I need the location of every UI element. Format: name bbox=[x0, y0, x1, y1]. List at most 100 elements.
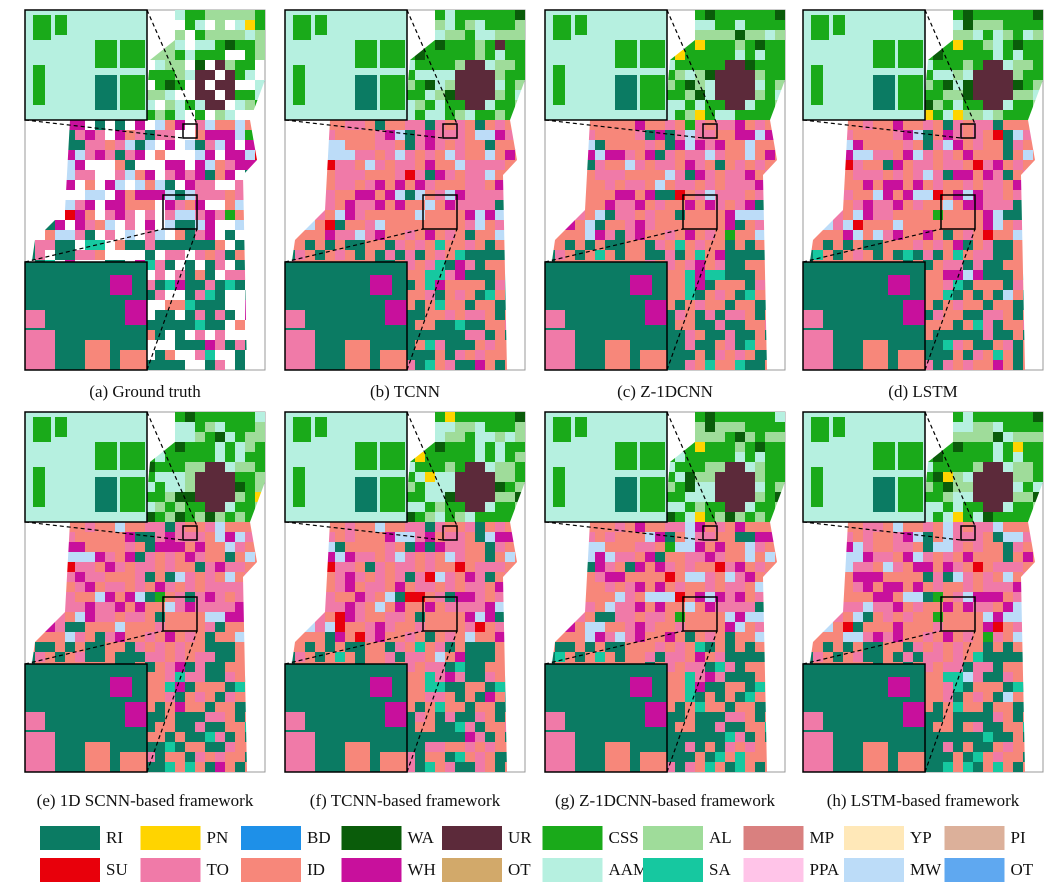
map-cell bbox=[1013, 110, 1023, 120]
map-cell bbox=[903, 190, 913, 200]
map-cell bbox=[1003, 230, 1013, 240]
map-cell bbox=[883, 140, 893, 150]
map-cell bbox=[105, 210, 115, 220]
map-cell bbox=[715, 330, 725, 340]
map-cell bbox=[245, 20, 255, 30]
map-cell bbox=[675, 360, 685, 370]
map-cell bbox=[135, 150, 145, 160]
inset-field bbox=[833, 15, 845, 35]
map-cell bbox=[735, 300, 745, 310]
map-cell bbox=[405, 632, 415, 642]
map-cell bbox=[365, 150, 375, 160]
map-cell bbox=[685, 340, 695, 350]
map-cell bbox=[145, 632, 155, 642]
map-cell bbox=[215, 50, 225, 60]
map-cell bbox=[983, 350, 993, 360]
map-cell bbox=[725, 10, 735, 20]
map-cell bbox=[165, 70, 175, 80]
map-cell bbox=[155, 492, 165, 502]
map-cell bbox=[145, 220, 155, 230]
map-cell bbox=[475, 90, 485, 100]
map-cell bbox=[475, 672, 485, 682]
map-cell bbox=[455, 502, 465, 512]
map-cell bbox=[705, 80, 715, 90]
map-cell bbox=[755, 220, 765, 230]
map-cell bbox=[893, 170, 903, 180]
map-cell bbox=[415, 150, 425, 160]
map-cell bbox=[455, 422, 465, 432]
map-cell bbox=[185, 752, 195, 762]
map-cell bbox=[345, 532, 355, 542]
map-cell bbox=[675, 230, 685, 240]
map-cell bbox=[485, 692, 495, 702]
map-cell bbox=[1013, 50, 1023, 60]
map-cell bbox=[145, 592, 155, 602]
map-cell bbox=[175, 652, 185, 662]
map-cell bbox=[195, 422, 205, 432]
map-cell bbox=[405, 532, 415, 542]
map-cell bbox=[215, 120, 225, 130]
map-cell bbox=[485, 90, 495, 100]
map-cell bbox=[595, 170, 605, 180]
map-cell bbox=[685, 300, 695, 310]
map-cell bbox=[455, 310, 465, 320]
map-cell bbox=[923, 280, 933, 290]
map-cell bbox=[745, 340, 755, 350]
map-cell bbox=[355, 230, 365, 240]
inset-field bbox=[370, 275, 392, 295]
map-cell bbox=[755, 200, 765, 210]
map-cell bbox=[983, 140, 993, 150]
map-cell bbox=[235, 260, 245, 270]
map-cell bbox=[105, 602, 115, 612]
map-cell bbox=[615, 250, 625, 260]
map-cell bbox=[485, 130, 495, 140]
map-cell bbox=[215, 300, 225, 310]
map-cell bbox=[115, 522, 125, 532]
map-cell bbox=[115, 582, 125, 592]
map-cell bbox=[185, 240, 195, 250]
map-cell bbox=[725, 150, 735, 160]
map-cell bbox=[445, 310, 455, 320]
map-cell bbox=[455, 50, 465, 60]
map-cell bbox=[695, 50, 705, 60]
map-cell bbox=[65, 210, 75, 220]
map-cell bbox=[195, 712, 205, 722]
map-cell bbox=[933, 340, 943, 350]
map-cell bbox=[695, 180, 705, 190]
map-cell bbox=[215, 60, 225, 70]
map-cell bbox=[205, 100, 215, 110]
map-cell bbox=[585, 240, 595, 250]
map-cell bbox=[455, 210, 465, 220]
map-cell bbox=[455, 712, 465, 722]
map-cell bbox=[735, 260, 745, 270]
map-cell bbox=[973, 20, 983, 30]
map-cell bbox=[665, 220, 675, 230]
map-cell bbox=[963, 70, 973, 80]
map-cell bbox=[1023, 140, 1033, 150]
map-cell bbox=[983, 210, 993, 220]
map-cell bbox=[235, 722, 245, 732]
map-cell bbox=[415, 592, 425, 602]
map-cell bbox=[405, 522, 415, 532]
map-cell bbox=[465, 250, 475, 260]
map-cell bbox=[445, 60, 455, 70]
map-cell bbox=[245, 130, 255, 140]
map-cell bbox=[515, 50, 525, 60]
map-cell bbox=[475, 712, 485, 722]
map-cell bbox=[495, 512, 505, 522]
map-cell bbox=[155, 452, 165, 462]
map-cell bbox=[415, 340, 425, 350]
map-cell bbox=[35, 652, 45, 662]
map-cell bbox=[185, 572, 195, 582]
map-cell bbox=[745, 10, 755, 20]
map-cell bbox=[1023, 90, 1033, 100]
map-cell bbox=[175, 340, 185, 350]
map-cell bbox=[685, 130, 695, 140]
map-cell bbox=[165, 692, 175, 702]
map-cell bbox=[425, 692, 435, 702]
map-cell bbox=[405, 120, 415, 130]
map-cell bbox=[225, 200, 235, 210]
map-cell bbox=[175, 662, 185, 672]
map-cell bbox=[695, 30, 705, 40]
map-cell bbox=[903, 220, 913, 230]
